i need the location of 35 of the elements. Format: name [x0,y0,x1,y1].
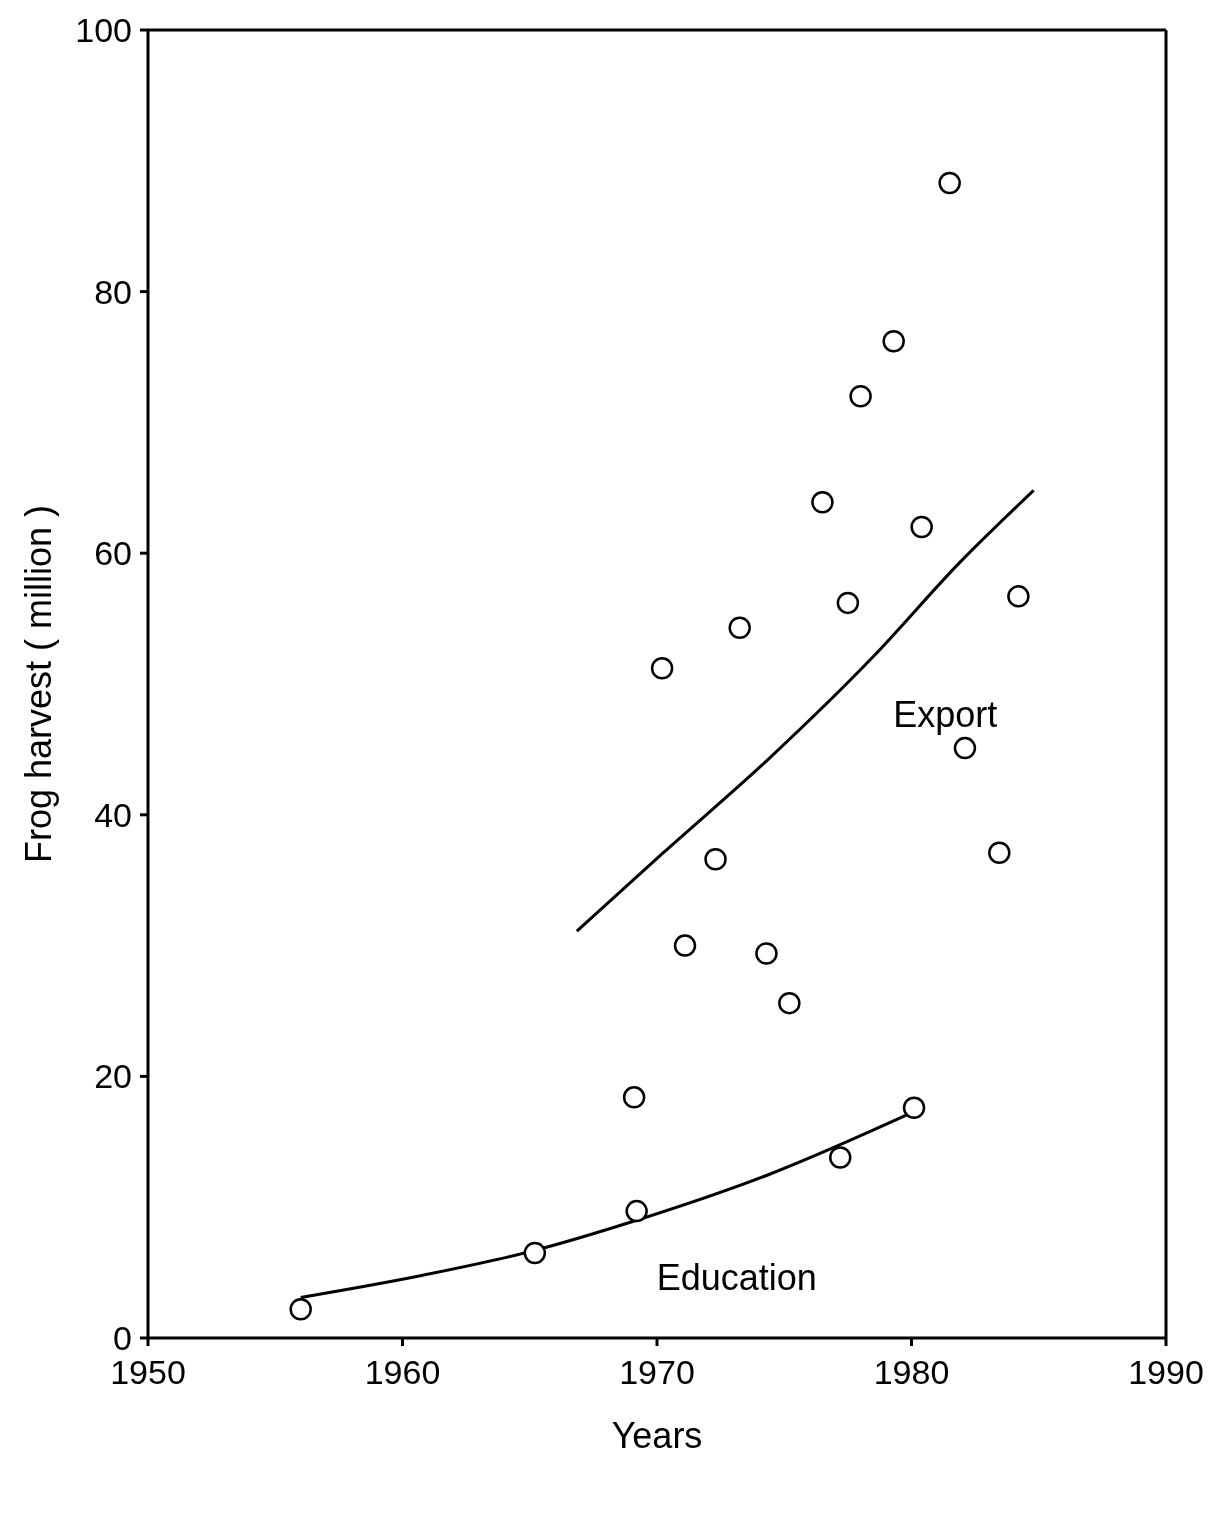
point [523,1241,547,1265]
y-tick-label: 40 [94,795,132,834]
point [828,1146,852,1169]
y-tick-label: 20 [94,1057,132,1096]
point [1007,585,1030,608]
point [755,942,778,965]
x-tick-label: 1990 [1128,1353,1204,1392]
x-tick-label: 1980 [873,1353,950,1392]
point [988,841,1011,864]
point [650,657,674,680]
x-axis-title: Years [611,1415,703,1456]
point [902,1096,926,1120]
point [849,384,872,408]
point [625,1199,648,1223]
series-label: Education [656,1257,817,1299]
point [289,1297,312,1321]
y-axis-title: Frog harvest ( million ) [17,504,59,864]
point [728,616,751,640]
y-tick-label: 60 [94,534,132,573]
point [778,991,801,1015]
point [910,515,933,539]
y-tick-label: 80 [94,272,132,311]
point [836,591,860,615]
x-tick-label: 1970 [619,1353,695,1392]
y-tick-label: 100 [75,11,132,50]
point [704,848,727,871]
point [938,171,961,195]
series-label: Export [893,693,998,735]
point [882,330,905,353]
point [953,736,977,760]
point [673,934,697,957]
line-series [575,488,1036,933]
point [622,1086,646,1109]
point [811,490,834,514]
x-tick-label: 1960 [364,1353,441,1392]
